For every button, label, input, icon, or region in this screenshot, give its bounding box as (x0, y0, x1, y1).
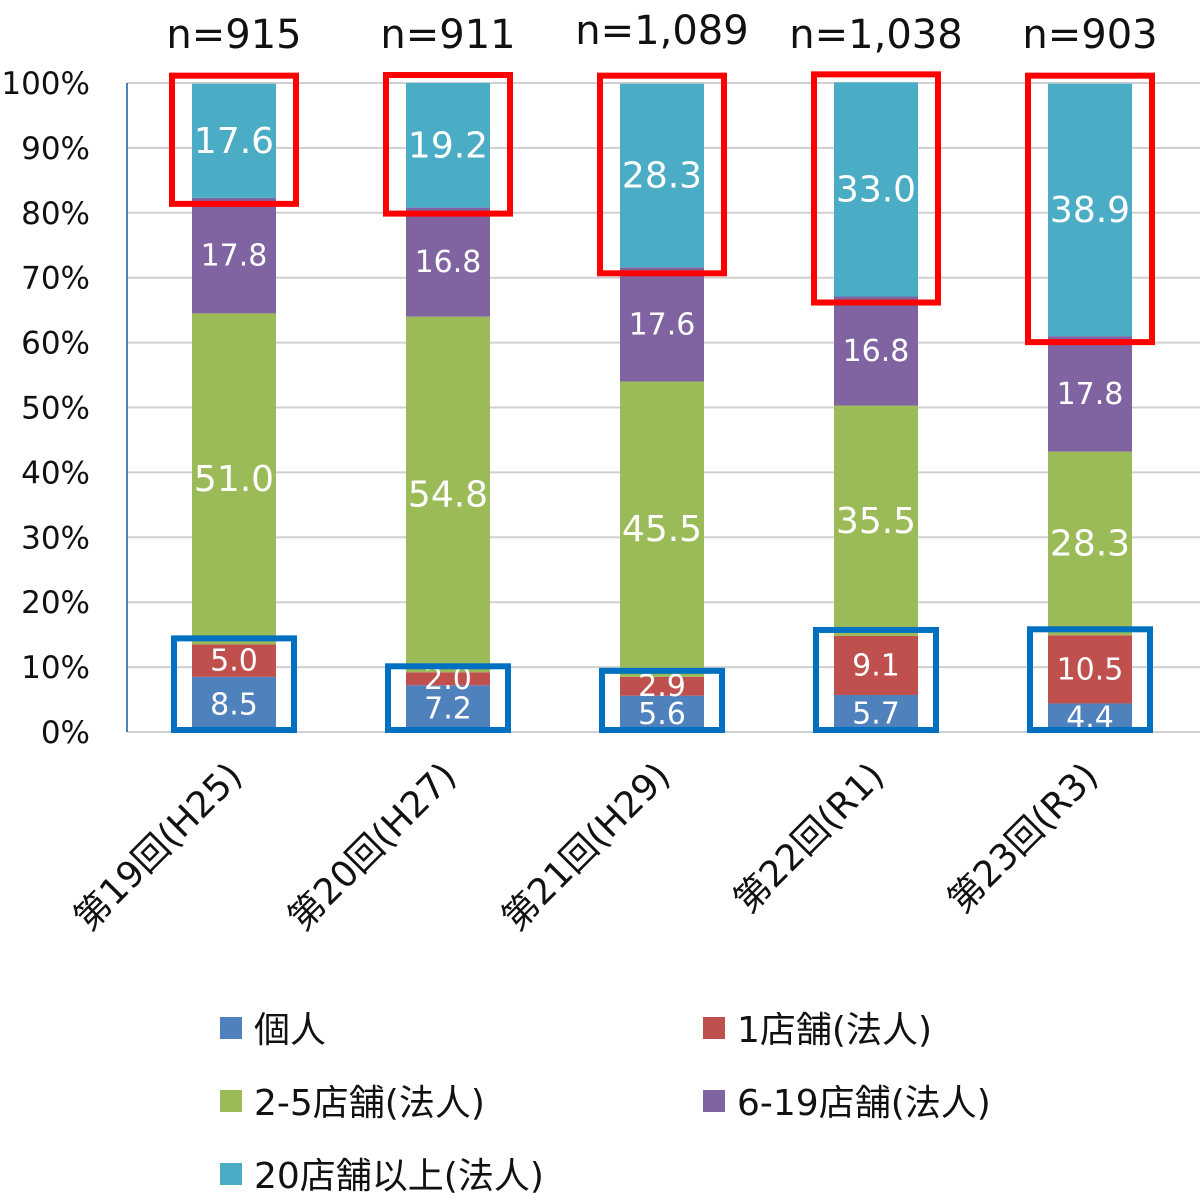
bar-segment (1048, 635, 1132, 704)
y-tick-label: 30% (21, 520, 90, 556)
bar-segment (834, 296, 918, 406)
bar-segment (192, 197, 276, 314)
highlight-box-top (1025, 72, 1155, 346)
sample-sizes: n=915 n=911 n=1,089 n=1,038 n=903 (166, 8, 1157, 58)
y-tick-label: 0% (41, 715, 90, 751)
x-tick-label: 第19回(H25) (67, 755, 251, 939)
bar-segment (406, 207, 490, 317)
data-label: 17.8 (1057, 377, 1124, 412)
data-label: 17.6 (629, 307, 696, 342)
bar-segment (620, 381, 704, 677)
legend-label: 20店舗以上(法人) (254, 1156, 544, 1197)
bar-segment (834, 82, 918, 297)
data-label: 51.0 (194, 459, 274, 500)
data-label: 5.7 (852, 697, 900, 732)
legend-label: 個人 (254, 1010, 326, 1051)
highlight-box-bottom (813, 626, 939, 733)
bar-segment (406, 316, 490, 673)
y-tick-label: 60% (21, 326, 90, 362)
legend-label: 6-19店舗(法人) (737, 1083, 991, 1124)
bar-segment (834, 635, 918, 696)
data-label: 16.8 (415, 245, 482, 280)
data-label: 16.8 (843, 334, 910, 369)
data-label: 17.8 (201, 239, 268, 274)
highlight-box-bottom (385, 663, 511, 733)
bar-segment (406, 83, 490, 208)
legend-swatch (703, 1090, 725, 1112)
y-tick-label: 40% (21, 455, 90, 491)
bar-segment (834, 405, 918, 636)
data-label: 7.2 (424, 692, 472, 727)
highlight-boxes (169, 71, 1155, 734)
bars (192, 82, 1132, 732)
bar-segment (192, 313, 276, 645)
sample-size-label: n=915 (166, 12, 301, 58)
x-tick-label: 第22回(R1) (726, 755, 892, 921)
data-label: 54.8 (408, 474, 488, 515)
data-label: 28.3 (1050, 523, 1130, 564)
legend-swatch (220, 1163, 242, 1185)
highlight-box-top (811, 71, 941, 306)
highlight-box-top (169, 72, 299, 207)
x-axis: 第19回(H25) 第20回(H27) 第21回(H29) 第22回(R1) 第23回(… (67, 755, 1107, 939)
y-tick-label: 50% (21, 391, 90, 427)
data-label: 19.2 (408, 125, 488, 166)
data-label: 17.6 (194, 121, 274, 162)
data-label: 8.5 (210, 687, 258, 722)
data-label: 28.3 (622, 155, 702, 196)
legend-swatch (703, 1017, 725, 1039)
x-tick-label: 第23回(R3) (940, 755, 1106, 921)
sample-size-label: n=903 (1022, 12, 1157, 58)
bar-segment (620, 83, 704, 268)
bar-segment (620, 676, 704, 696)
y-tick-label: 10% (21, 650, 90, 686)
highlight-box-top (597, 72, 727, 277)
data-label: 9.1 (852, 648, 900, 683)
y-tick-label: 70% (21, 261, 90, 297)
data-label: 45.5 (622, 509, 702, 550)
bar-segment (834, 695, 918, 732)
bar-segment (620, 267, 704, 382)
bar-segment (406, 685, 490, 732)
highlight-box-bottom (1027, 626, 1153, 734)
bar-segment (192, 644, 276, 677)
legend-label: 2-5店舗(法人) (254, 1083, 485, 1124)
y-tick-label: 100% (1, 66, 90, 102)
x-tick-label: 第21回(H29) (495, 755, 679, 939)
sample-size-label: n=911 (380, 12, 515, 58)
bar-segment (406, 672, 490, 686)
y-axis: 0% 10% 20% 30% 40% 50% 60% 70% 80% 90% 100% (1, 66, 128, 751)
bar-segment (1048, 451, 1132, 636)
bar-segment (192, 83, 276, 198)
highlight-box-top (383, 72, 513, 217)
legend-label: 1店舗(法人) (737, 1010, 932, 1051)
data-label: 2.9 (638, 669, 686, 704)
y-tick-label: 80% (21, 196, 90, 232)
y-tick-label: 20% (21, 585, 90, 621)
sample-size-label: n=1,038 (789, 12, 962, 58)
data-label: 10.5 (1057, 652, 1124, 687)
bar-segment (620, 695, 704, 732)
data-label: 33.0 (836, 169, 916, 210)
y-tick-label: 90% (21, 131, 90, 167)
highlight-box-bottom (599, 667, 725, 734)
data-label: 38.9 (1050, 190, 1130, 231)
highlight-box-bottom (171, 635, 297, 734)
legend-swatch (220, 1090, 242, 1112)
segment-labels: 8.55.051.017.817.67.22.054.816.819.25.62… (194, 121, 1130, 736)
legend-swatch (220, 1017, 242, 1039)
legend: 個人 1店舗(法人) 2-5店舗(法人) 6-19店舗(法人) 20店舗以上(法人) (220, 1010, 991, 1197)
data-label: 5.6 (638, 697, 686, 732)
bar-segment (1048, 83, 1132, 337)
x-tick-label: 第20回(H27) (281, 755, 465, 939)
data-label: 5.0 (210, 644, 258, 679)
bar-segment (192, 676, 276, 732)
bar-segment (1048, 336, 1132, 452)
sample-size-label: n=1,089 (575, 8, 748, 54)
data-label: 35.5 (836, 501, 916, 542)
